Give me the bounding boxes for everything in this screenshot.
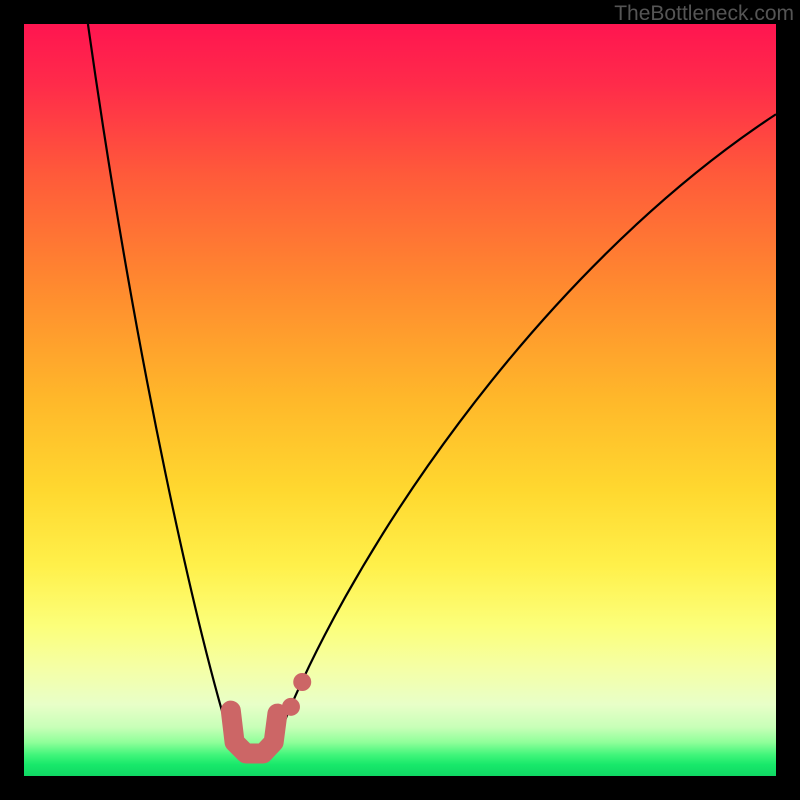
marker-dot	[293, 673, 311, 691]
marker-dot	[282, 698, 300, 716]
chart-frame: TheBottleneck.com	[0, 0, 800, 800]
plot-area	[24, 24, 776, 776]
watermark-text: TheBottleneck.com	[614, 2, 794, 26]
bottleneck-curve-chart	[0, 0, 800, 800]
gradient-background	[24, 24, 776, 776]
